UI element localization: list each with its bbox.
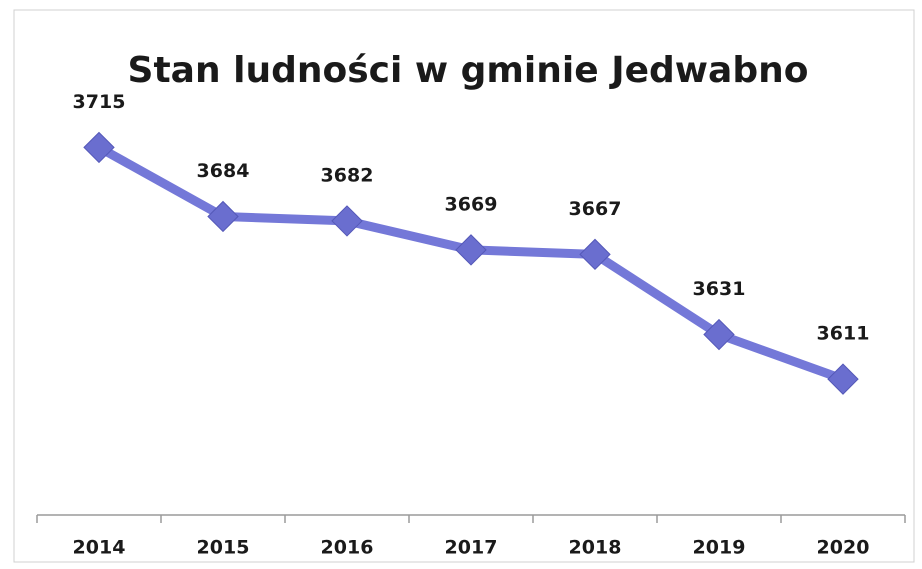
data-label: 3669 bbox=[445, 193, 498, 215]
marker bbox=[207, 200, 239, 233]
chart-title: Stan ludności w gminie Jedwabno bbox=[128, 50, 809, 91]
x-tick-label: 2015 bbox=[197, 537, 250, 559]
data-label: 3684 bbox=[197, 160, 250, 182]
x-tick-label: 2020 bbox=[817, 537, 870, 559]
marker bbox=[331, 205, 363, 237]
chart-frame bbox=[13, 9, 915, 563]
data-label: 3667 bbox=[569, 198, 622, 220]
data-label: 3611 bbox=[817, 323, 870, 345]
x-tick-label: 2019 bbox=[693, 537, 746, 559]
x-tick-label: 2014 bbox=[73, 537, 126, 559]
marker bbox=[579, 238, 611, 271]
x-tick-label: 2018 bbox=[569, 537, 622, 559]
data-label: 3682 bbox=[321, 164, 374, 186]
marker bbox=[703, 318, 735, 351]
marker bbox=[827, 363, 859, 395]
x-tick-label: 2016 bbox=[321, 537, 374, 559]
marker bbox=[83, 131, 115, 164]
data-label: 3715 bbox=[73, 91, 126, 113]
x-tick-label: 2017 bbox=[445, 537, 498, 559]
marker bbox=[455, 234, 487, 266]
data-label: 3631 bbox=[693, 278, 746, 300]
